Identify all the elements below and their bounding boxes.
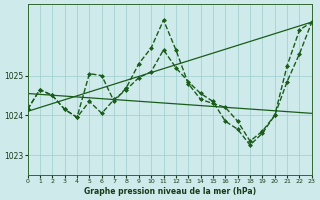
X-axis label: Graphe pression niveau de la mer (hPa): Graphe pression niveau de la mer (hPa): [84, 187, 256, 196]
